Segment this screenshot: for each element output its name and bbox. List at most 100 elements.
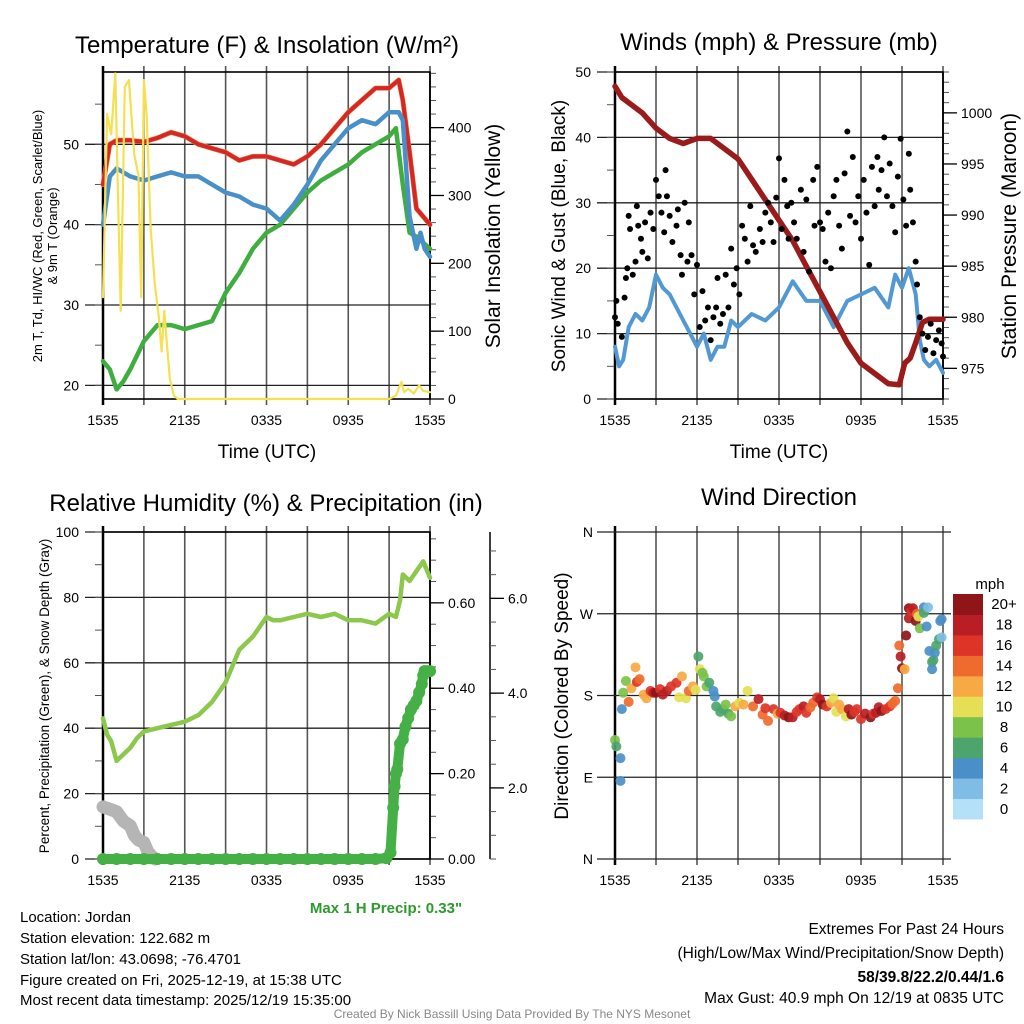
wdir-ytick-label: N — [583, 851, 593, 867]
wind-direction-point — [641, 693, 652, 704]
gust-point — [666, 212, 673, 219]
precip-point — [369, 853, 382, 865]
station-pressure-line — [612, 83, 946, 388]
temp-chart-title: Temperature (F) & Insolation (W/m²) — [75, 32, 459, 59]
colorbar-swatch — [953, 716, 983, 738]
rh-xtick-label: 1535 — [414, 872, 445, 888]
gust-point — [717, 320, 724, 327]
gust-point — [719, 310, 726, 317]
gust-point — [770, 239, 777, 246]
gust-point — [814, 163, 821, 170]
colorbar-label: 18 — [996, 617, 1013, 634]
wdir-xtick-label: 1535 — [927, 872, 958, 888]
gust-point — [618, 333, 625, 340]
gust-point — [838, 245, 845, 252]
rh-xtick-label: 2135 — [169, 872, 200, 888]
gust-point — [621, 294, 628, 301]
temp-y2tick-label: 400 — [448, 120, 472, 136]
solar-insolation-line — [101, 72, 432, 401]
snow-y2tick-label: 4.0 — [508, 685, 528, 701]
gust-point — [866, 261, 873, 268]
colorbar-label: 16 — [996, 637, 1013, 654]
wind-y2tick-label: 1000 — [961, 105, 992, 121]
wind-direction-point — [620, 675, 631, 686]
gust-point — [878, 167, 885, 174]
gust-point — [912, 258, 919, 265]
gust-point — [661, 229, 668, 236]
rh-xtick-label: 1535 — [87, 872, 118, 888]
gust-point — [900, 196, 907, 203]
gust-point — [714, 275, 721, 282]
colorbar-label: 12 — [996, 678, 1013, 695]
gust-point — [892, 229, 899, 236]
gust-point — [871, 203, 878, 210]
wind-frame — [614, 71, 944, 400]
gust-point — [836, 222, 843, 229]
wind-xtick-label: 0335 — [763, 412, 794, 428]
gust-point — [642, 219, 649, 226]
temp-ytick-label: 40 — [63, 217, 79, 233]
wdir-xtick-label: 1535 — [599, 872, 630, 888]
credit-text: Created By Nick Bassill Using Data Provi… — [334, 1007, 691, 1021]
precip-point — [388, 780, 401, 793]
wind-direction-point — [623, 696, 634, 707]
colorbar-label: 8 — [1000, 719, 1008, 736]
speed-colorbar: mph 0 2 4 6 8 10 12 14 16 18 20+ — [953, 576, 1017, 820]
gust-point — [852, 219, 859, 226]
rh-y2tick-label: 0.20 — [448, 766, 475, 782]
precip-point — [384, 846, 397, 859]
gust-point — [627, 225, 634, 232]
gust-point — [741, 235, 748, 242]
rh-y2tick-label: 0.60 — [448, 595, 475, 611]
precip-point — [151, 853, 164, 865]
wind-ytick-label: 20 — [575, 260, 591, 276]
temp-ytick-label: 30 — [63, 297, 79, 313]
colorbar-swatch — [953, 737, 983, 759]
temp-y2tick-label: 200 — [448, 255, 472, 271]
gust-point — [684, 258, 691, 265]
rh-ytick-label: 20 — [63, 786, 79, 802]
gust-point — [860, 176, 867, 183]
temp-xlabel: Time (UTC) — [218, 442, 317, 463]
wdir-ytick-label: W — [580, 606, 594, 622]
rh-ytick-label: 60 — [63, 655, 79, 671]
gust-point — [736, 291, 743, 298]
gust-point — [830, 193, 837, 200]
gust-point — [624, 265, 631, 272]
rh-ylabel: Percent, Precipitation (Green), & Snow D… — [37, 539, 52, 853]
gust-point — [765, 199, 772, 206]
location-text: Location: Jordan — [20, 909, 131, 926]
temp-ytick-label: 20 — [63, 377, 79, 393]
wind-xtick-label: 1535 — [927, 412, 958, 428]
temp-ylabel-line1: 2m T, Td, HI/WC (Red, Green, Scarlet/Blu… — [30, 110, 45, 362]
gust-point — [767, 219, 774, 226]
wind-direction-point — [748, 701, 759, 712]
gust-point — [881, 134, 888, 141]
extremes-title: Extremes For Past 24 Hours — [808, 921, 1004, 938]
temp-xtick-label: 0935 — [333, 412, 364, 428]
wind-y2tick-label: 975 — [961, 360, 985, 376]
wind-direction-point — [936, 632, 947, 643]
precip-point — [110, 853, 123, 865]
wind-direction-point — [836, 704, 847, 715]
gust-point — [663, 193, 670, 200]
wdir-ylabel: Direction (Colored By Speed) — [552, 572, 573, 819]
gust-point — [927, 320, 934, 327]
wind-direction-point — [704, 677, 715, 688]
gust-point — [674, 206, 681, 213]
gust-point — [785, 235, 792, 242]
gust-point — [773, 194, 780, 201]
precip-point — [137, 853, 150, 865]
temp-y2label: Solar Insolation (Yellow) — [482, 124, 505, 349]
gust-point — [797, 186, 804, 193]
colorbar-swatch — [953, 675, 983, 697]
gust-point — [750, 242, 757, 249]
wind-direction-point — [760, 703, 771, 714]
wind-y2label: Station Pressure (Maroon) — [998, 113, 1021, 359]
wind-direction-point — [936, 614, 947, 625]
wind-xtick-label: 1535 — [599, 412, 630, 428]
colorbar-swatch — [953, 778, 983, 800]
gust-point — [819, 225, 826, 232]
wind-direction-point — [709, 691, 720, 702]
rh-ytick-label: 100 — [56, 524, 80, 540]
